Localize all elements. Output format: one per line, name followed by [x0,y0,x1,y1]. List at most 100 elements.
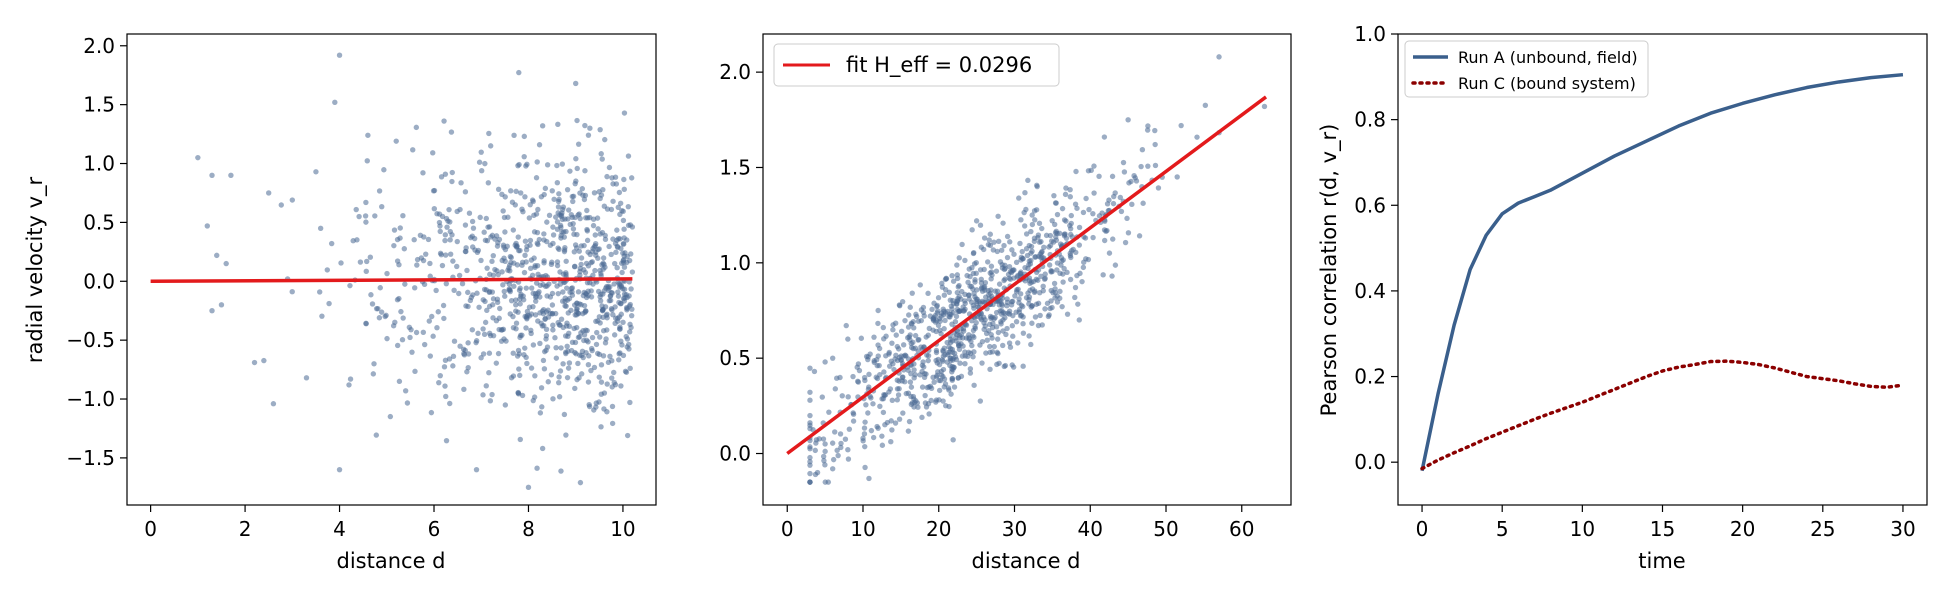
panel-1-data-point [609,384,615,390]
panel-1-data-point [522,252,528,259]
panel-2-data-point [979,360,985,366]
panel-1-data-point [495,271,501,278]
panel-1-data-point [608,206,615,213]
panel-1-data-point [466,210,473,216]
panel-1-data-point [462,222,469,228]
panel-2-data-point [892,320,899,326]
panel-2-data-point [987,231,993,237]
panel-2-data-point [1064,311,1071,317]
panel-2-data-point [1155,185,1162,191]
panel-2-data-point [1038,273,1044,280]
panel-1-data-point [522,345,528,351]
panel-1-data-point [564,285,570,291]
panel-2-data-point [922,392,928,399]
panel-3-y-tick-label: 1.0 [1354,22,1386,46]
panel-2-data-point [850,418,857,424]
panel-2-data-point [1067,187,1073,193]
panel-2-data-point [926,411,932,417]
panel-2-data-point [962,353,968,359]
panel-2-data-point [957,360,963,366]
panel-1-data-point [532,312,539,318]
panel-2-data-point [807,425,813,432]
panel-1-data-point [523,163,529,169]
panel-1-data-point [628,312,635,319]
panel-1-data-point [528,285,535,291]
panel-2-data-point [1012,293,1018,299]
panel-1-data-point [421,281,428,288]
panel-2-data-point [925,332,931,338]
panel-1-data-point [606,297,613,304]
panel-1-data-point [478,257,484,264]
panel-2-data-point [1029,212,1035,218]
panel-2-data-point [1004,299,1011,306]
panel-2-data-point [888,439,894,445]
panel-1-data-point [607,353,613,360]
panel-1-data-point [490,272,497,278]
panel-1-data-point [537,340,543,347]
panel-1-data-point [481,331,488,338]
panel-1-data-point [396,378,403,385]
panel-1-data-point [626,257,633,264]
panel-1-data-point [528,365,535,371]
panel-3-series-line-run-a [1420,72,1904,472]
panel-2-data-point [945,385,952,391]
panel-2-data-point [1053,200,1059,206]
panel-1-data-point [447,219,453,225]
panel-2-data-point [882,422,888,428]
panel-2-data-point [899,298,906,305]
panel-2-data-point [894,377,901,383]
panel-2-data-point [1048,267,1054,274]
panel-2-data-point [973,259,979,266]
panel-1-data-point [584,207,590,214]
panel-1-data-point [554,219,561,225]
panel-2-data-point [994,248,1000,255]
panel-2-data-point [1046,312,1052,318]
panel-1-data-point [251,359,258,366]
panel-2-data-point [911,325,917,331]
panel-2-data-point [1035,232,1042,238]
panel-2-data-point [983,294,989,300]
panel-1-data-point [524,308,531,315]
panel-3-x-tick-label: 20 [1730,517,1755,541]
panel-1-data-point [544,293,550,299]
panel-1-data-point [469,218,476,225]
panel-2-data-point [1145,163,1151,169]
panel-1-data-point [478,168,485,174]
panel-1-data-point [430,188,437,194]
panel-1-data-point [465,303,471,310]
panel-2-data-point [1083,195,1089,202]
panel-2-data-point [1038,238,1044,245]
panel-2-data-point [1042,275,1048,282]
panel-2-data-point [1129,201,1135,208]
panel-3-y-tick-label: 0.4 [1354,279,1386,303]
panel-1-data-point [535,206,541,213]
panel-2-data-point [865,410,871,416]
panel-1-data-point [534,465,540,471]
panel-2-data-point [832,429,838,435]
panel-1-data-point [564,186,571,193]
panel-2-x-tick-label: 30 [1002,517,1027,541]
panel-2-data-point [1121,169,1128,175]
panel-2-data-point [1059,303,1065,310]
panel-1-data-point [573,312,580,318]
panel-1-data-point [317,225,324,231]
panel-1-data-point [620,259,627,266]
panel-2-data-point [898,328,905,335]
panel-2-data-point [879,442,886,448]
panel-2-data-point [866,371,872,378]
panel-1-data-point [508,375,515,381]
panel-2-data-point [879,433,885,439]
panel-1-data-point [481,229,487,235]
panel-2-data-point [876,345,883,352]
panel-1-data-point [575,141,582,147]
panel-1-data-point [427,353,434,359]
panel-2-data-point [911,367,917,373]
panel-1-data-point [501,336,507,342]
panel-1-data-point [592,242,598,249]
panel-2-data-point [888,418,894,424]
panel-2-data-point [1002,276,1008,282]
panel-1-data-point [398,308,404,315]
panel-1-fit-line [150,277,633,284]
panel-1-data-point [450,258,456,264]
panel-2-data-point [903,390,909,397]
